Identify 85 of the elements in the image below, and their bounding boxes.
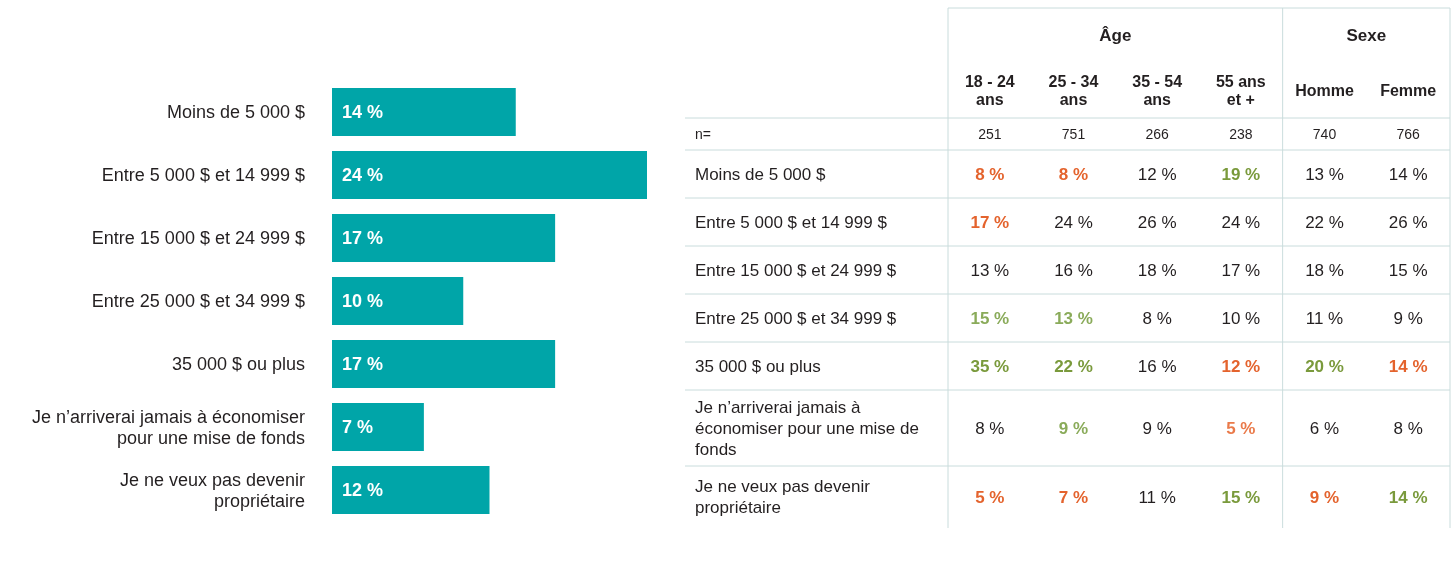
bar (332, 277, 464, 325)
data-label: 11 % (1305, 308, 1344, 328)
data-label: 15 % (1221, 487, 1261, 507)
x-tick-label: 18 - 24 ans (964, 73, 1015, 108)
data-label: 238 (1229, 126, 1253, 142)
text: Sexe (1346, 26, 1387, 45)
data-label: 16 % (1137, 356, 1177, 376)
y-tick-label: Entre 25 000 $ et 34 999 $ (91, 291, 305, 311)
y-tick-label: Je ne veux pas devenir propriétaire (119, 469, 305, 511)
data-label: 14 % (1388, 356, 1428, 376)
x-tick-label: 35 - 54 ans (1132, 73, 1183, 108)
data-label: 17 % (1221, 260, 1261, 280)
data-label: 9 % (1393, 308, 1423, 328)
data-label: 751 (1061, 126, 1086, 142)
data-label: 18 % (1305, 260, 1344, 280)
data-label: 8 % (975, 164, 1005, 184)
data-label: 17 % (342, 228, 384, 248)
data-label: 12 % (342, 480, 384, 500)
data-label: 35 % (970, 356, 1010, 376)
data-label: 22 % (1054, 356, 1093, 376)
data-label: 8 % (1393, 418, 1423, 438)
y-tick-label: Moins de 5 000 $ (695, 164, 826, 184)
data-label: 11 % (1138, 487, 1176, 507)
data-label: 266 (1145, 126, 1170, 142)
data-label: 9 % (1309, 487, 1340, 507)
data-label: 10 % (1221, 308, 1261, 328)
data-label: 15 % (1388, 260, 1428, 280)
y-tick-label: Je ne veux pas devenir propriétaire (695, 477, 871, 517)
data-label: 7 % (342, 417, 374, 437)
data-label: 8 % (1058, 164, 1089, 184)
data-label: 24 % (342, 165, 384, 185)
y-tick-label: Je n’arriverai jamais à économiser pour une mise de fonds (31, 406, 305, 448)
data-label: 24 % (1054, 212, 1093, 232)
data-label: 24 % (1221, 212, 1261, 232)
data-label: 9 % (1058, 418, 1089, 438)
bar (332, 151, 647, 199)
data-label: 766 (1396, 126, 1421, 142)
data-label: 18 % (1137, 260, 1177, 280)
data-label: 26 % (1388, 212, 1428, 232)
bar (332, 403, 424, 451)
data-label: 14 % (1388, 487, 1428, 507)
y-tick-label: Entre 15 000 $ et 24 999 $ (695, 260, 897, 280)
y-tick-label: 35 000 $ ou plus (171, 354, 305, 374)
bar (332, 214, 556, 262)
data-label: 15 % (970, 308, 1010, 328)
y-tick-label: Moins de 5 000 $ (166, 102, 305, 122)
data-label: 740 (1312, 126, 1337, 142)
x-tick-label: Femme (1380, 82, 1437, 99)
data-label: 13 % (1054, 308, 1093, 328)
data-label: 251 (978, 126, 1002, 142)
x-tick-label: Homme (1295, 82, 1354, 99)
x-tick-label: 55 ans et + (1215, 73, 1266, 108)
data-label: 14 % (342, 102, 384, 122)
data-label: 8 % (1142, 308, 1172, 328)
y-tick-label: 35 000 $ ou plus (695, 356, 821, 376)
data-label: 26 % (1137, 212, 1177, 232)
data-label: 5 % (1226, 418, 1256, 438)
data-label: 5 % (975, 487, 1005, 507)
data-label: 6 % (1309, 418, 1340, 438)
x-tick-label: 25 - 34 ans (1048, 73, 1099, 108)
data-label: 16 % (1054, 260, 1093, 280)
y-tick-label: Je n’arriverai jamais à économiser pour une mise de fonds (695, 397, 919, 459)
data-label: 17 % (342, 354, 384, 374)
data-label: 7 % (1058, 487, 1089, 507)
data-label: 13 % (970, 260, 1010, 280)
data-label: 10 % (342, 291, 384, 311)
data-label: 12 % (1221, 356, 1261, 376)
data-label: 17 % (970, 212, 1010, 232)
text: Âge (1099, 26, 1132, 45)
y-tick-label: Entre 25 000 $ et 34 999 $ (695, 308, 897, 328)
y-tick-label: Entre 5 000 $ et 14 999 $ (695, 212, 888, 232)
y-tick-label: Entre 5 000 $ et 14 999 $ (101, 165, 305, 185)
data-label: 8 % (975, 418, 1005, 438)
data-label: 22 % (1305, 212, 1344, 232)
y-tick-label: Entre 15 000 $ et 24 999 $ (91, 228, 305, 248)
bar (332, 340, 556, 388)
data-label: 9 % (1142, 418, 1172, 438)
data-label: 13 % (1305, 164, 1344, 184)
data-label: 14 % (1388, 164, 1428, 184)
y-tick-label: n= (695, 126, 711, 142)
data-label: 19 % (1221, 164, 1261, 184)
bar (332, 466, 490, 514)
bar (332, 88, 516, 136)
data-label: 12 % (1137, 164, 1177, 184)
data-label: 20 % (1305, 356, 1344, 376)
